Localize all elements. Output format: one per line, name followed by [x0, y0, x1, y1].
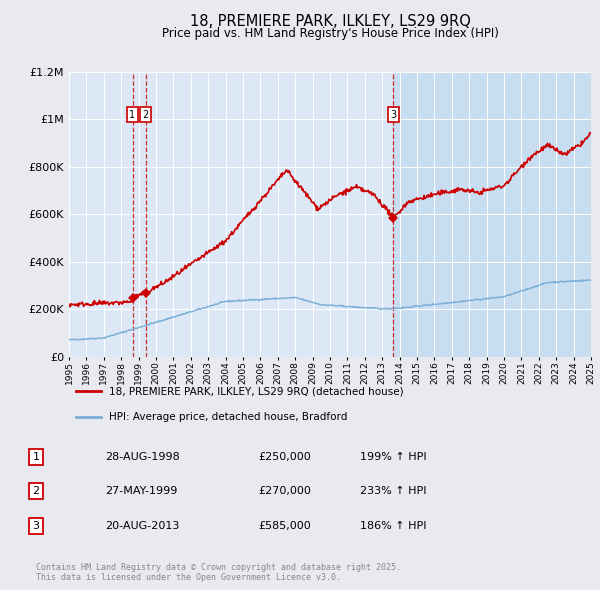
Text: £585,000: £585,000 — [258, 522, 311, 531]
Bar — [394, 72, 591, 357]
Text: 2: 2 — [32, 486, 40, 496]
Text: 20-AUG-2013: 20-AUG-2013 — [105, 522, 179, 531]
Text: 199% ↑ HPI: 199% ↑ HPI — [360, 453, 427, 462]
Text: 1: 1 — [130, 110, 136, 120]
Text: 233% ↑ HPI: 233% ↑ HPI — [360, 486, 427, 496]
Text: 27-MAY-1999: 27-MAY-1999 — [105, 486, 178, 496]
Text: Contains HM Land Registry data © Crown copyright and database right 2025.
This d: Contains HM Land Registry data © Crown c… — [36, 563, 401, 582]
Text: 2: 2 — [142, 110, 149, 120]
Text: £250,000: £250,000 — [258, 453, 311, 462]
Text: £270,000: £270,000 — [258, 486, 311, 496]
Text: HPI: Average price, detached house, Bradford: HPI: Average price, detached house, Brad… — [109, 412, 347, 422]
Text: 18, PREMIERE PARK, ILKLEY, LS29 9RQ: 18, PREMIERE PARK, ILKLEY, LS29 9RQ — [190, 14, 470, 30]
Text: 28-AUG-1998: 28-AUG-1998 — [105, 453, 180, 462]
Text: 186% ↑ HPI: 186% ↑ HPI — [360, 522, 427, 531]
Text: Price paid vs. HM Land Registry's House Price Index (HPI): Price paid vs. HM Land Registry's House … — [161, 27, 499, 40]
Text: 3: 3 — [390, 110, 397, 120]
Text: 1: 1 — [32, 453, 40, 462]
Text: 3: 3 — [32, 522, 40, 531]
Text: 18, PREMIERE PARK, ILKLEY, LS29 9RQ (detached house): 18, PREMIERE PARK, ILKLEY, LS29 9RQ (det… — [109, 386, 403, 396]
